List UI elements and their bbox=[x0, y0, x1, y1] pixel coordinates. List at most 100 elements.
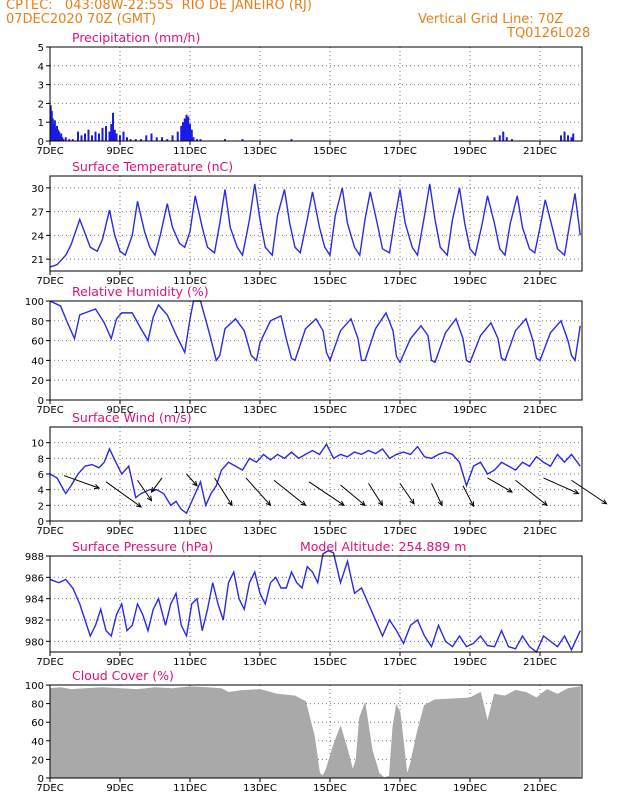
wind-arrow bbox=[151, 477, 163, 493]
y-tick-label: 40 bbox=[31, 356, 44, 367]
x-tick-label: 15DEC bbox=[313, 657, 347, 668]
x-tick-label: 21DEC bbox=[523, 657, 557, 668]
y-tick-label: 60 bbox=[31, 337, 44, 348]
x-tick-label: 15DEC bbox=[313, 276, 347, 287]
y-tick-label: 8 bbox=[38, 454, 44, 465]
precip-bar bbox=[56, 125, 58, 141]
precip-bar bbox=[61, 137, 64, 141]
panel-5 bbox=[46, 684, 583, 782]
panel-4 bbox=[46, 549, 583, 656]
y-tick-label: 100 bbox=[25, 297, 44, 308]
precip-bar bbox=[150, 133, 153, 141]
x-tick-label: 11DEC bbox=[173, 783, 207, 794]
precip-bar bbox=[493, 137, 496, 141]
x-tick-label: 19DEC bbox=[453, 526, 487, 537]
precip-bar bbox=[87, 129, 90, 141]
wind-arrow-head bbox=[146, 495, 153, 502]
wind-arrow bbox=[245, 477, 271, 506]
y-tick-label: 20 bbox=[31, 755, 44, 766]
precip-bar bbox=[68, 139, 71, 141]
wind-arrow bbox=[399, 483, 415, 505]
wind-arrow-head bbox=[227, 500, 233, 507]
precip-bar bbox=[572, 133, 575, 141]
y-tick-label: 0 bbox=[38, 396, 44, 407]
precip-bar bbox=[171, 135, 174, 141]
wind-arrow bbox=[571, 479, 607, 505]
precip-bar bbox=[51, 118, 54, 141]
precip-bar bbox=[80, 135, 83, 141]
precip-bar bbox=[113, 129, 116, 141]
precip-bar bbox=[110, 124, 113, 141]
x-tick-label: 13DEC bbox=[243, 657, 277, 668]
series-line bbox=[49, 442, 581, 515]
wind-arrow-head bbox=[573, 489, 580, 495]
precip-bar bbox=[112, 112, 114, 141]
precip-bar bbox=[62, 139, 65, 141]
x-tick-label: 17DEC bbox=[383, 276, 417, 287]
wind-arrow bbox=[431, 483, 443, 506]
wind-arrow-head bbox=[506, 487, 513, 493]
wind-arrow bbox=[105, 481, 142, 508]
precip-bar bbox=[94, 131, 97, 141]
precip-bar bbox=[129, 139, 132, 141]
x-tick-label: 19DEC bbox=[453, 146, 487, 157]
y-tick-label: 30 bbox=[31, 184, 44, 195]
precip-bar bbox=[101, 127, 104, 141]
wind-arrow-head bbox=[338, 500, 345, 506]
precip-bar bbox=[134, 139, 137, 141]
cloud-area bbox=[49, 686, 581, 779]
x-tick-label: 7DEC bbox=[36, 276, 63, 287]
wind-arrow-head bbox=[135, 502, 142, 508]
series-line bbox=[49, 183, 581, 268]
x-tick-label: 21DEC bbox=[523, 526, 557, 537]
wind-arrow-head bbox=[469, 501, 475, 508]
x-tick-label: 9DEC bbox=[106, 783, 133, 794]
wind-arrow-head bbox=[601, 499, 608, 505]
x-tick-label: 15DEC bbox=[313, 526, 347, 537]
x-tick-label: 7DEC bbox=[36, 405, 63, 416]
precip-bar bbox=[64, 137, 67, 141]
y-tick-label: 984 bbox=[25, 595, 44, 606]
precip-bar bbox=[505, 137, 508, 141]
y-tick-label: 80 bbox=[31, 317, 44, 328]
panel-1 bbox=[46, 175, 583, 275]
x-tick-label: 19DEC bbox=[453, 276, 487, 287]
y-tick-label: 988 bbox=[25, 552, 44, 563]
precip-bar bbox=[126, 137, 128, 141]
panel-2 bbox=[46, 300, 583, 404]
precip-bar bbox=[199, 139, 202, 141]
precip-bar bbox=[570, 137, 573, 141]
x-tick-label: 9DEC bbox=[106, 657, 133, 668]
precip-bar bbox=[98, 133, 100, 141]
precip-bar bbox=[196, 139, 198, 141]
precip-bar bbox=[185, 114, 188, 141]
x-tick-label: 11DEC bbox=[173, 146, 207, 157]
precip-bar bbox=[105, 125, 107, 141]
y-tick-label: 10 bbox=[31, 439, 44, 450]
y-tick-label: 4 bbox=[38, 62, 44, 73]
panel-title: Cloud Cover (%) bbox=[72, 668, 174, 683]
precip-bar bbox=[192, 137, 195, 141]
precip-bar bbox=[122, 131, 125, 141]
precip-bar bbox=[119, 135, 121, 141]
panel-frame bbox=[49, 555, 583, 653]
wind-arrow-head bbox=[542, 500, 548, 507]
x-tick-label: 21DEC bbox=[523, 146, 557, 157]
y-tick-label: 60 bbox=[31, 718, 44, 729]
y-tick-label: 80 bbox=[31, 700, 44, 711]
x-tick-label: 7DEC bbox=[36, 657, 63, 668]
panel-3 bbox=[46, 426, 608, 525]
precip-bar bbox=[77, 131, 79, 141]
wind-arrow-head bbox=[192, 480, 198, 487]
x-tick-label: 9DEC bbox=[106, 405, 133, 416]
x-tick-label: 17DEC bbox=[383, 783, 417, 794]
precip-bar bbox=[50, 110, 53, 141]
wind-arrow bbox=[368, 483, 383, 506]
panel-frame bbox=[49, 175, 583, 272]
header-run-date: 07DEC2020 70Z (GMT) bbox=[6, 12, 157, 27]
y-tick-label: 2 bbox=[38, 501, 44, 512]
wind-arrow bbox=[308, 481, 345, 506]
panel-0 bbox=[46, 46, 583, 145]
precip-bar bbox=[161, 137, 163, 141]
precip-bar bbox=[145, 135, 148, 141]
